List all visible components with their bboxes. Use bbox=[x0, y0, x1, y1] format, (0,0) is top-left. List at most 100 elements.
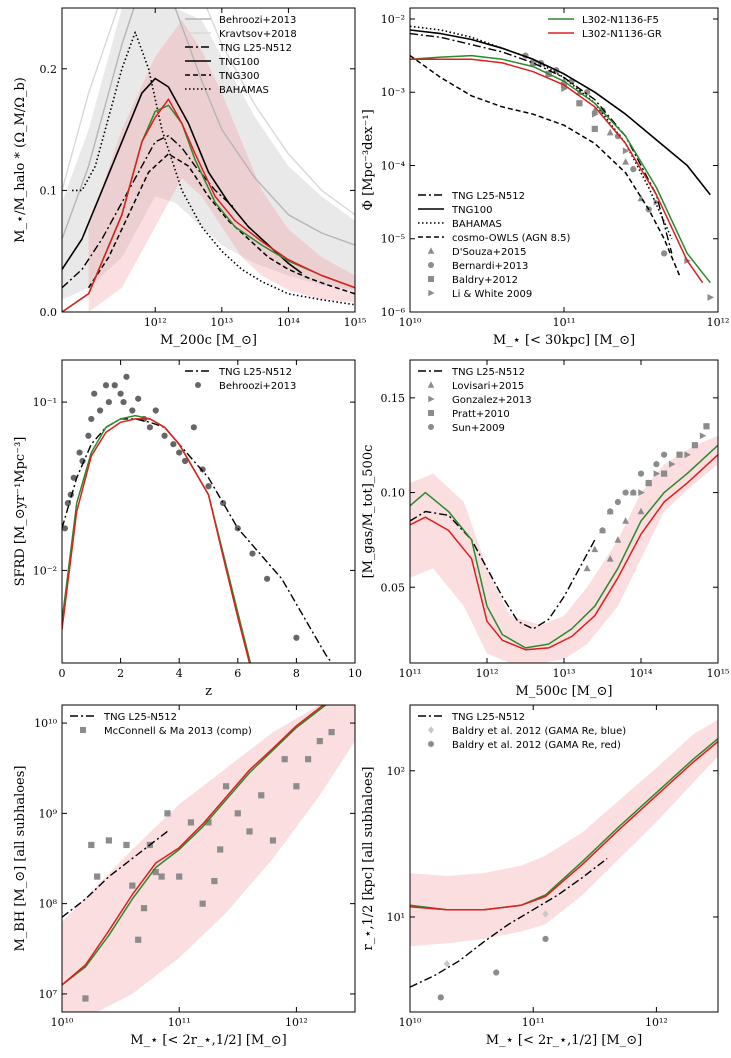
data-point bbox=[653, 470, 661, 478]
plot-area bbox=[410, 25, 715, 301]
y-axis-label: Φ [Mpc⁻³dex⁻¹] bbox=[361, 109, 376, 210]
legend-marker-swatch bbox=[428, 424, 434, 430]
legend-entry: TNG L25-N512 bbox=[185, 43, 292, 54]
series-line bbox=[62, 418, 333, 663]
legend-entry: TNG100 bbox=[185, 57, 259, 68]
scatter-band bbox=[88, 20, 355, 312]
data-point bbox=[129, 407, 136, 414]
x-tick-label: 10¹⁰ bbox=[399, 316, 422, 329]
data-point bbox=[88, 841, 95, 849]
y-tick-label: 10⁻³ bbox=[381, 86, 405, 99]
data-point bbox=[123, 373, 130, 380]
data-point bbox=[249, 550, 256, 557]
data-point bbox=[630, 489, 637, 496]
data-point bbox=[614, 498, 622, 506]
legend-label: Baldry et al. 2012 (GAMA Re, red) bbox=[452, 740, 621, 751]
legend-entry: Behroozi+2013 bbox=[185, 15, 296, 26]
data-point bbox=[281, 756, 288, 763]
data-point-series bbox=[62, 373, 300, 641]
legend-entry: TNG100 bbox=[418, 205, 492, 216]
data-point bbox=[246, 828, 253, 835]
y-tick-label: 10⁷ bbox=[39, 988, 58, 1001]
data-point bbox=[328, 728, 335, 736]
panel-2: 10¹⁰ 10¹¹ 10¹² 10⁻⁶ 10⁻⁵ 10⁻⁴ 10⁻³ 10⁻² M_⋆ [< 3… bbox=[361, 7, 729, 348]
legend-entry: Kravtsov+2018 bbox=[185, 29, 297, 40]
y-tick-label: 10¹ bbox=[387, 911, 405, 924]
data-point bbox=[94, 873, 101, 880]
legend-marker-swatch bbox=[428, 741, 434, 747]
legend-entry: Bernardi+2013 bbox=[428, 261, 528, 272]
plot-area bbox=[62, 373, 333, 663]
x-tick-label: 10¹³ bbox=[210, 316, 233, 329]
series-line bbox=[410, 740, 718, 911]
legend-entry: L302-N1136-GR bbox=[548, 29, 662, 40]
series-line bbox=[62, 77, 303, 274]
data-point bbox=[269, 837, 277, 844]
data-point bbox=[105, 398, 112, 406]
series-line bbox=[410, 54, 681, 276]
y-axis-label: r_⋆,1/2 [kpc] [all subhaloes] bbox=[361, 767, 376, 951]
data-point bbox=[584, 89, 591, 96]
y-tick-label: 0.0 bbox=[40, 306, 58, 319]
legend-label: L302-N1136-GR bbox=[582, 29, 662, 40]
legend-label: TNG100 bbox=[451, 205, 492, 216]
data-point bbox=[264, 575, 271, 582]
series-line bbox=[62, 830, 168, 918]
data-point bbox=[576, 100, 583, 107]
x-axis-label: M_⋆ [< 30kpc] [M_⊙] bbox=[493, 333, 635, 348]
series-line bbox=[62, 705, 327, 986]
panel-1: 10¹² 10¹³ 10¹⁴ 10¹⁵ 0.0 0.1 0.2 M_200c [M_⊙] M_⋆… bbox=[13, 7, 366, 348]
y-tick-label: 10⁻² bbox=[381, 13, 405, 26]
x-tick-label: 10¹² bbox=[285, 1016, 308, 1029]
data-point bbox=[542, 935, 549, 943]
legend-entry: Baldry et al. 2012 (GAMA Re, blue) bbox=[428, 726, 626, 737]
data-point bbox=[637, 507, 645, 515]
legend-marker-swatch bbox=[427, 247, 435, 254]
legend-entry: Sun+2009 bbox=[428, 423, 505, 434]
legend-label: Gonzalez+2013 bbox=[452, 395, 532, 406]
data-point bbox=[443, 960, 451, 968]
legend-label: TNG L25-N512 bbox=[218, 367, 292, 378]
data-point bbox=[669, 460, 676, 468]
x-tick-label: 10 bbox=[348, 667, 362, 680]
series-line bbox=[62, 8, 355, 216]
y-tick-label: 10⁹ bbox=[39, 807, 58, 820]
y-tick-label: 0.05 bbox=[381, 581, 406, 594]
data-point bbox=[684, 451, 691, 459]
legend-entry: D'Souza+2015 bbox=[427, 247, 526, 258]
data-point bbox=[630, 166, 637, 173]
x-axis-label: M_⋆ [< 2r_⋆,1/2] [M_⊙] bbox=[486, 1033, 642, 1048]
series-line bbox=[410, 58, 704, 284]
y-tick-label: 10⁻² bbox=[33, 564, 57, 577]
x-tick-label: 10¹⁴ bbox=[630, 667, 653, 680]
data-point-series bbox=[638, 432, 707, 496]
axes-frame bbox=[409, 704, 719, 1013]
legend-label: Bernardi+2013 bbox=[452, 261, 528, 272]
data-point bbox=[140, 905, 148, 912]
axes-frame bbox=[61, 7, 356, 313]
data-point bbox=[62, 525, 69, 532]
data-point bbox=[707, 293, 715, 301]
data-point bbox=[591, 125, 598, 132]
x-tick-label: 10¹² bbox=[645, 1016, 668, 1029]
data-point bbox=[583, 564, 591, 572]
data-point bbox=[205, 819, 212, 826]
legend-label: McConnell & Ma 2013 (comp) bbox=[104, 726, 252, 737]
y-axis-label: M_⋆/M_halo * (Ω_M/Ω_b) bbox=[13, 77, 28, 243]
legend-label: Lovisari+2015 bbox=[452, 381, 524, 392]
data-point bbox=[146, 424, 153, 431]
scatter-band bbox=[410, 719, 718, 947]
data-point bbox=[542, 910, 549, 918]
data-point bbox=[117, 390, 124, 397]
data-point bbox=[645, 479, 652, 487]
data-point bbox=[152, 407, 159, 414]
data-point bbox=[622, 158, 630, 165]
x-tick-label: 10¹² bbox=[144, 316, 167, 329]
series-line bbox=[410, 54, 711, 284]
data-point bbox=[220, 499, 227, 507]
data-point bbox=[653, 198, 661, 206]
x-tick-label: 10¹² bbox=[476, 667, 499, 680]
y-tick-label: 10⁻⁶ bbox=[381, 306, 406, 319]
plot-area bbox=[62, 8, 355, 312]
data-point bbox=[530, 59, 537, 67]
